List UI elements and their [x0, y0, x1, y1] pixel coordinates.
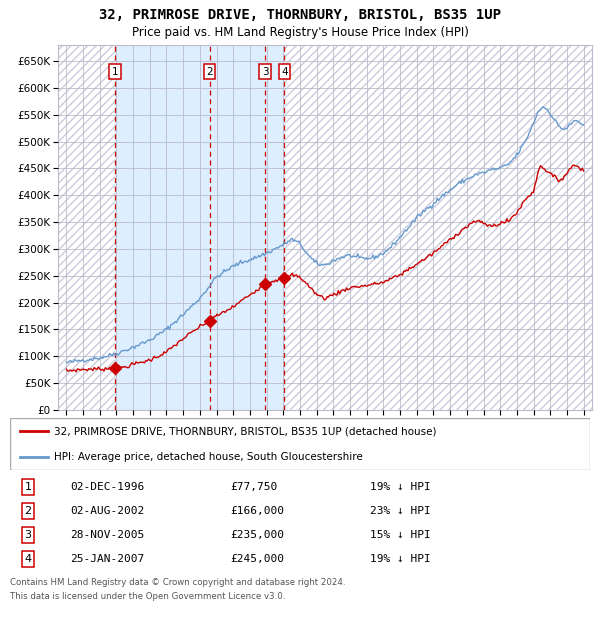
Text: £166,000: £166,000	[230, 506, 284, 516]
Bar	[115, 45, 284, 410]
Text: 02-DEC-1996: 02-DEC-1996	[70, 482, 144, 492]
Text: 3: 3	[262, 67, 268, 77]
Bar	[58, 45, 115, 410]
Text: 23% ↓ HPI: 23% ↓ HPI	[370, 506, 431, 516]
Bar	[284, 45, 592, 410]
Text: 32, PRIMROSE DRIVE, THORNBURY, BRISTOL, BS35 1UP (detached house): 32, PRIMROSE DRIVE, THORNBURY, BRISTOL, …	[54, 426, 437, 436]
Text: £245,000: £245,000	[230, 554, 284, 564]
Text: 32, PRIMROSE DRIVE, THORNBURY, BRISTOL, BS35 1UP: 32, PRIMROSE DRIVE, THORNBURY, BRISTOL, …	[99, 8, 501, 22]
Text: 4: 4	[281, 67, 288, 77]
Text: 2: 2	[206, 67, 213, 77]
Text: 15% ↓ HPI: 15% ↓ HPI	[370, 530, 431, 540]
Text: 4: 4	[25, 554, 32, 564]
Text: 25-JAN-2007: 25-JAN-2007	[70, 554, 144, 564]
Text: HPI: Average price, detached house, South Gloucestershire: HPI: Average price, detached house, Sout…	[54, 452, 363, 462]
Text: 3: 3	[25, 530, 32, 540]
Text: 02-AUG-2002: 02-AUG-2002	[70, 506, 144, 516]
Text: 2: 2	[25, 506, 32, 516]
Text: Price paid vs. HM Land Registry's House Price Index (HPI): Price paid vs. HM Land Registry's House …	[131, 26, 469, 39]
Text: £77,750: £77,750	[230, 482, 277, 492]
Text: 1: 1	[25, 482, 32, 492]
Text: 19% ↓ HPI: 19% ↓ HPI	[370, 554, 431, 564]
Text: 1: 1	[112, 67, 118, 77]
Text: This data is licensed under the Open Government Licence v3.0.: This data is licensed under the Open Gov…	[10, 592, 286, 601]
Text: 19% ↓ HPI: 19% ↓ HPI	[370, 482, 431, 492]
Text: £235,000: £235,000	[230, 530, 284, 540]
Text: Contains HM Land Registry data © Crown copyright and database right 2024.: Contains HM Land Registry data © Crown c…	[10, 578, 346, 587]
Text: 28-NOV-2005: 28-NOV-2005	[70, 530, 144, 540]
